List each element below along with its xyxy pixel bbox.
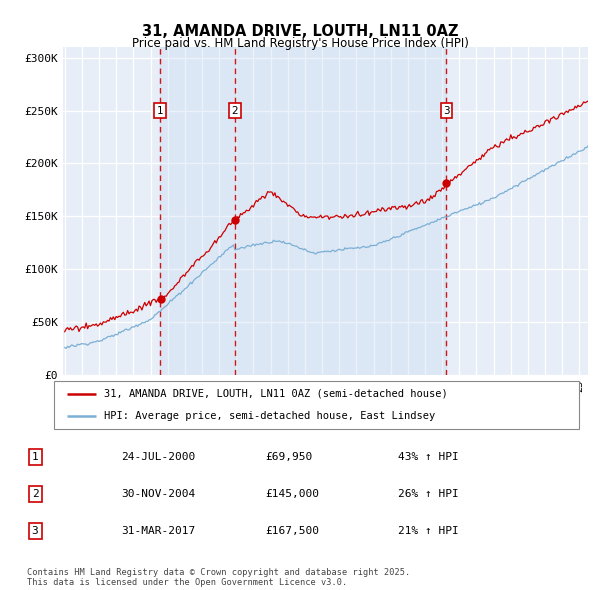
Text: £145,000: £145,000 <box>265 489 319 499</box>
Text: 26% ↑ HPI: 26% ↑ HPI <box>398 489 458 499</box>
Bar <box>235 47 446 375</box>
Text: 2: 2 <box>232 106 238 116</box>
Text: Price paid vs. HM Land Registry's House Price Index (HPI): Price paid vs. HM Land Registry's House … <box>131 37 469 50</box>
Text: 31, AMANDA DRIVE, LOUTH, LN11 0AZ: 31, AMANDA DRIVE, LOUTH, LN11 0AZ <box>142 24 458 38</box>
Text: 43% ↑ HPI: 43% ↑ HPI <box>398 453 458 463</box>
Text: 3: 3 <box>443 106 450 116</box>
Text: HPI: Average price, semi-detached house, East Lindsey: HPI: Average price, semi-detached house,… <box>104 411 435 421</box>
Text: 1: 1 <box>32 453 38 463</box>
Text: 24-JUL-2000: 24-JUL-2000 <box>121 453 196 463</box>
Text: 31, AMANDA DRIVE, LOUTH, LN11 0AZ (semi-detached house): 31, AMANDA DRIVE, LOUTH, LN11 0AZ (semi-… <box>104 389 448 399</box>
Text: 3: 3 <box>32 526 38 536</box>
Text: 2: 2 <box>32 489 38 499</box>
Bar <box>160 47 235 375</box>
Text: 31-MAR-2017: 31-MAR-2017 <box>121 526 196 536</box>
Text: £69,950: £69,950 <box>265 453 313 463</box>
Text: 1: 1 <box>157 106 163 116</box>
Text: 30-NOV-2004: 30-NOV-2004 <box>121 489 196 499</box>
Text: £167,500: £167,500 <box>265 526 319 536</box>
Text: Contains HM Land Registry data © Crown copyright and database right 2025.
This d: Contains HM Land Registry data © Crown c… <box>27 568 410 587</box>
Text: 21% ↑ HPI: 21% ↑ HPI <box>398 526 458 536</box>
